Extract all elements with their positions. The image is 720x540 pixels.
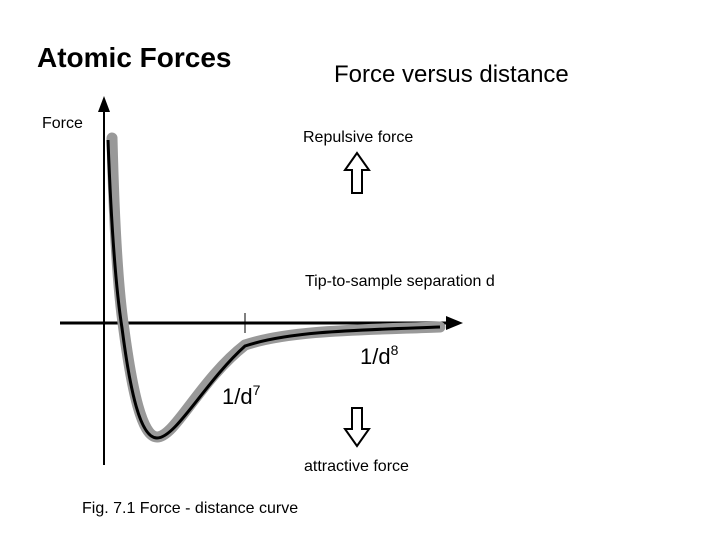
term-base: 1/d xyxy=(360,344,391,369)
term-exponent: 8 xyxy=(391,342,399,358)
x-axis-arrow xyxy=(446,316,463,330)
y-axis-label: Force xyxy=(42,115,83,132)
caption: Fig. 7.1 Force - distance curve xyxy=(82,500,298,517)
subtitle: Force versus distance xyxy=(334,61,569,88)
title: Atomic Forces xyxy=(37,42,232,73)
x-axis-label: Tip-to-sample separation d xyxy=(305,273,495,290)
term-exponent: 7 xyxy=(253,382,261,398)
term-base: 1/d xyxy=(222,384,253,409)
y-axis-arrow xyxy=(98,96,110,112)
down-arrow xyxy=(343,407,371,448)
attractive-label: attractive force xyxy=(304,458,409,475)
term-7: 1/d7 xyxy=(222,382,261,409)
up-arrow xyxy=(343,151,371,194)
repulsive-label: Repulsive force xyxy=(303,129,413,146)
force-curve xyxy=(106,139,441,440)
term-8: 1/d8 xyxy=(360,342,399,369)
